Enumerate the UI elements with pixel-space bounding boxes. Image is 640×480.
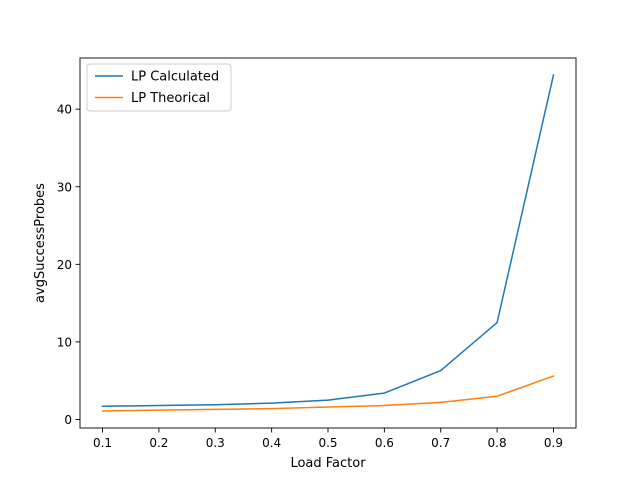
plot-area: [80, 58, 576, 428]
y-tick-label: 30: [57, 180, 72, 194]
x-tick-label: 0.8: [488, 436, 507, 450]
x-tick-label: 0.7: [431, 436, 450, 450]
y-axis-label: avgSuccessProbes: [33, 183, 48, 303]
x-tick-label: 0.2: [149, 436, 168, 450]
y-tick-label: 20: [57, 258, 72, 272]
x-tick-label: 0.9: [544, 436, 563, 450]
legend: LP Calculated LP Theorical: [86, 63, 232, 112]
y-tick-label: 10: [57, 335, 72, 349]
x-tick-label: 0.5: [318, 436, 337, 450]
legend-label-lp-theorical: LP Theorical: [131, 91, 210, 106]
x-tick-label: 0.3: [206, 436, 225, 450]
x-axis-label: Load Factor: [290, 456, 366, 471]
legend-label-lp-calculated: LP Calculated: [131, 70, 219, 85]
x-tick-label: 0.6: [375, 436, 394, 450]
x-tick-label: 0.1: [93, 436, 112, 450]
y-tick-label: 0: [64, 413, 72, 427]
y-tick-label: 40: [57, 103, 72, 117]
x-tick-label: 0.4: [262, 436, 281, 450]
